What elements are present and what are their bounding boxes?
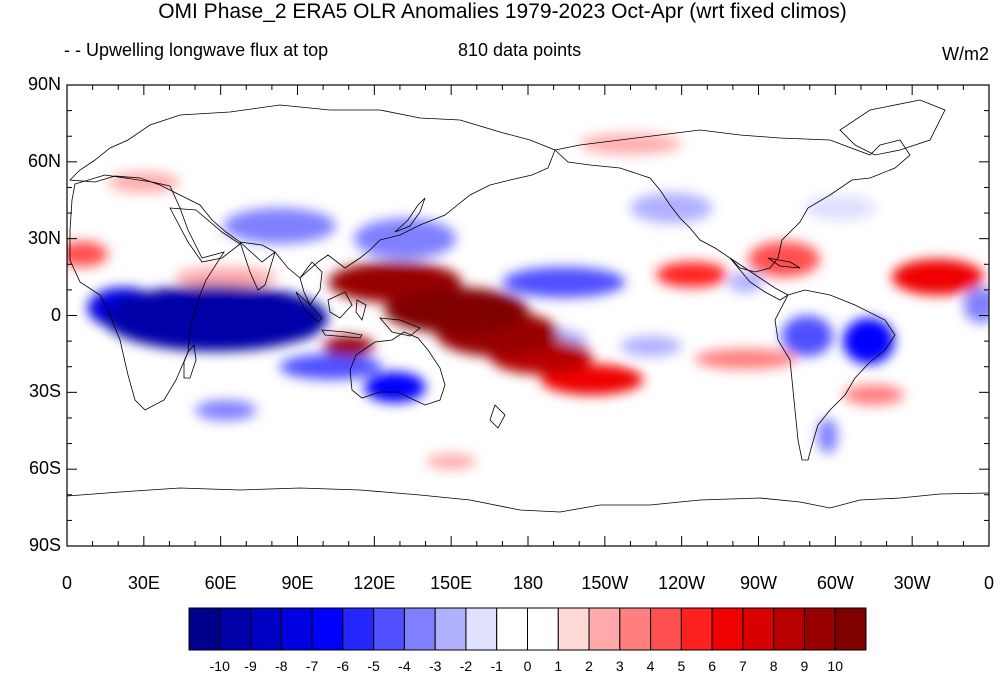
lat-tick-label: 90N [27, 74, 61, 94]
anomaly-region [843, 318, 895, 365]
anomaly-region [502, 266, 626, 298]
colorbar-label: 10 [827, 658, 843, 674]
lon-tick-label: 30E [127, 573, 160, 593]
colorbar-label: -3 [428, 658, 442, 674]
anomaly-region [694, 348, 797, 370]
colorbar-label: -8 [275, 658, 288, 674]
anomaly-region [279, 353, 383, 380]
lon-tick-label: 0 [61, 573, 72, 593]
anomaly-region [579, 133, 682, 155]
colorbar-label: 7 [739, 658, 747, 674]
colorbar-box [311, 607, 344, 651]
anomaly-region [323, 335, 375, 357]
colorbar-label: 3 [615, 658, 624, 674]
anomaly-shading [67, 133, 989, 470]
colorbar-box [557, 607, 590, 651]
colorbar-label: -1 [490, 658, 503, 674]
colorbar-label: 1 [554, 658, 563, 674]
anomaly-region [804, 195, 877, 221]
colorbar-label: 9 [800, 658, 809, 674]
colorbar-box [219, 607, 252, 651]
colorbar-label: -9 [244, 658, 257, 674]
lon-tick-label: 150E [430, 573, 473, 593]
lon-tick-label: 60W [816, 573, 854, 593]
anomaly-region [630, 192, 713, 224]
colorbar-box [803, 607, 836, 651]
lon-tick-label: 120E [353, 573, 396, 593]
colorbar-label: 0 [523, 658, 532, 674]
colorbar-box [250, 607, 282, 651]
anomaly-region [843, 384, 905, 406]
anomaly-region [353, 218, 457, 260]
anomaly-region [384, 287, 528, 334]
data-points-subtitle: 810 data points [458, 40, 582, 60]
anomaly-region [174, 266, 278, 288]
colorbar-box [619, 607, 652, 651]
lat-tick-label: 30N [27, 227, 61, 248]
colorbar-label: 4 [646, 658, 655, 674]
variable-subtitle: - - Upwelling longwave flux at top [64, 40, 329, 60]
colorbar-box [742, 607, 775, 651]
colorbar-label: -2 [459, 658, 473, 674]
colorbar-box [680, 607, 713, 651]
colorbar-box [188, 607, 221, 651]
lat-tick-label: 0 [50, 304, 61, 325]
colorbar-label: 2 [585, 658, 593, 674]
colorbar-label: -6 [336, 658, 350, 674]
anomaly-region [781, 315, 833, 357]
anomaly-region [67, 241, 108, 267]
colorbar-box [711, 607, 744, 651]
anomaly-region [425, 453, 477, 470]
lon-tick-label: 30W [893, 573, 931, 593]
colorbar-label: 5 [677, 658, 686, 674]
colorbar-box [588, 607, 621, 651]
colorbar [188, 607, 867, 651]
lat-tick-label: 90S [28, 535, 61, 555]
colorbar-box [650, 607, 682, 651]
colorbar-box [373, 607, 405, 651]
colorbar-label: 6 [708, 658, 717, 674]
units-label: W/m2 [942, 44, 989, 64]
colorbar-box [527, 607, 559, 651]
lat-tick-label: 60N [27, 150, 61, 171]
lon-tick-label: 120W [658, 573, 706, 593]
colorbar-label: -4 [398, 658, 411, 674]
colorbar-box [342, 607, 375, 651]
colorbar-label: -7 [305, 658, 319, 674]
anomaly-region [727, 271, 764, 293]
colorbar-box [434, 607, 467, 651]
lon-tick-label: 0 [983, 573, 994, 593]
anomaly-region [656, 261, 728, 288]
colorbar-label: -5 [367, 658, 380, 674]
anomaly-region [620, 335, 682, 357]
anomaly-region [817, 417, 838, 454]
lon-tick-label: 150W [581, 573, 629, 593]
colorbar-box [773, 607, 805, 651]
lat-tick-label: 60S [28, 458, 61, 479]
anomaly-region [223, 207, 336, 244]
colorbar-box [403, 607, 436, 651]
colorbar-box [496, 607, 528, 651]
plot-title: OMI Phase_2 ERA5 OLR Anomalies 1979-2023… [158, 0, 847, 23]
lat-tick-label: 30S [28, 381, 61, 402]
anomaly-region [195, 400, 257, 421]
lon-tick-label: 180 [512, 573, 544, 593]
anomaly-region [748, 241, 820, 278]
colorbar-box [465, 607, 498, 651]
axis-ticks [66, 84, 990, 547]
colorbar-label: 8 [769, 658, 778, 674]
lon-tick-label: 90W [739, 573, 777, 593]
lon-tick-label: 90E [281, 573, 314, 593]
anomaly-region [891, 259, 984, 296]
anomaly-region [963, 287, 989, 324]
coastlines [67, 99, 989, 513]
colorbar-box [280, 607, 313, 651]
anomaly-region [364, 371, 426, 403]
colorbar-label: -10 [209, 658, 230, 674]
anomaly-region [184, 295, 308, 347]
lon-tick-label: 60E [204, 573, 237, 593]
colorbar-box [834, 607, 867, 651]
